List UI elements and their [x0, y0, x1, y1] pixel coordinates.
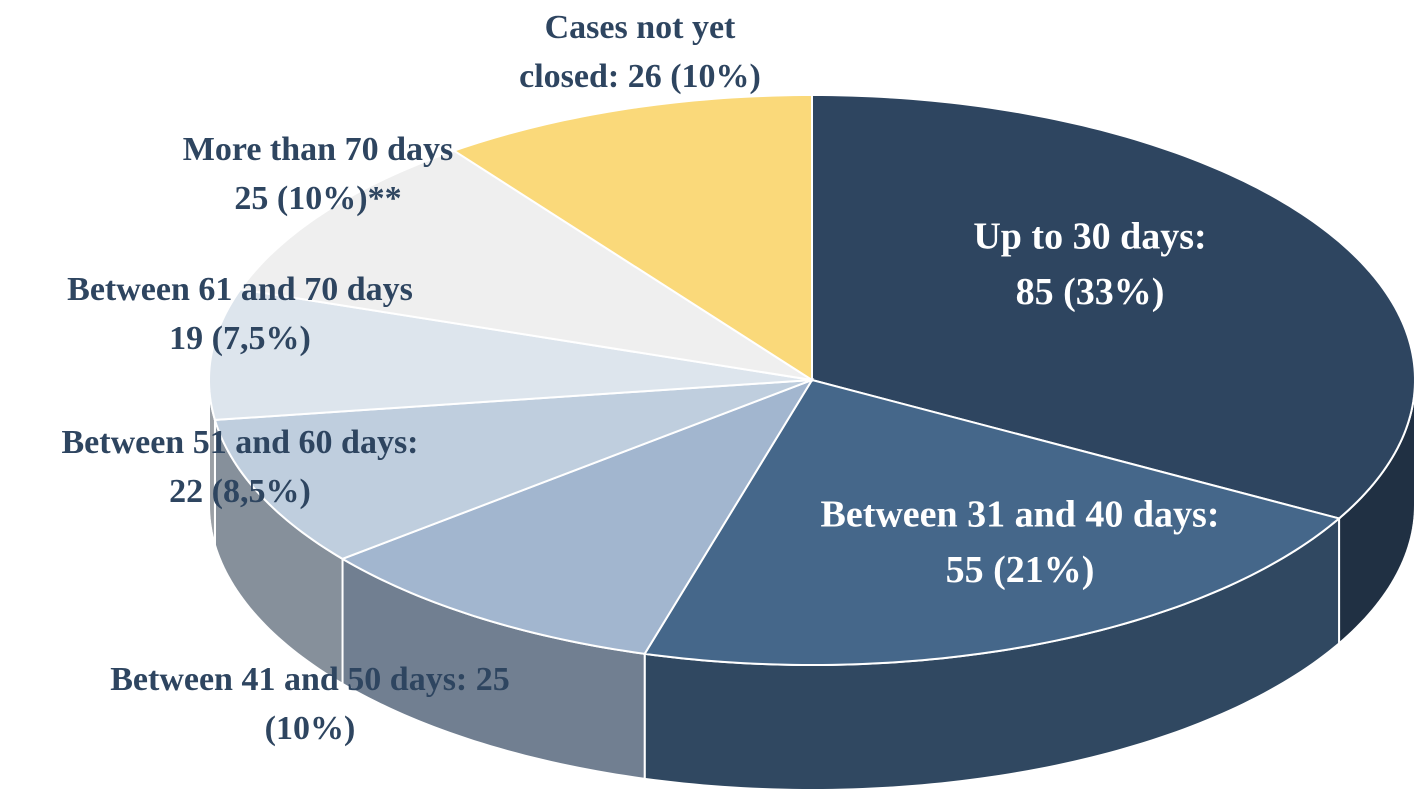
slice [340, 378, 815, 655]
slice [451, 93, 813, 382]
slice [208, 288, 813, 421]
data-label: Cases not yet [545, 9, 736, 46]
data-label: Between 61 and 70 days [67, 271, 413, 308]
data-label: 19 (7,5%) [169, 320, 311, 357]
data-label: Between 31 and 40 days: [820, 494, 1219, 536]
data-label: Between 41 and 50 days: 25 [110, 661, 510, 698]
data-label: 85 (33%) [1016, 271, 1165, 313]
data-label: closed: 26 (10%) [519, 58, 761, 95]
data-label: (10%) [265, 710, 356, 747]
slice [643, 378, 1342, 667]
slice [238, 149, 813, 381]
slice [213, 379, 813, 560]
data-label: More than 70 days [183, 131, 453, 168]
data-label: Between 51 and 60 days: [61, 424, 418, 461]
data-label: 25 (10%)** [234, 180, 401, 217]
data-label: 55 (21%) [946, 549, 1095, 591]
data-label: 22 (8,5%) [169, 473, 311, 510]
slice [811, 93, 1415, 520]
data-label: Up to 30 days: [973, 216, 1206, 258]
